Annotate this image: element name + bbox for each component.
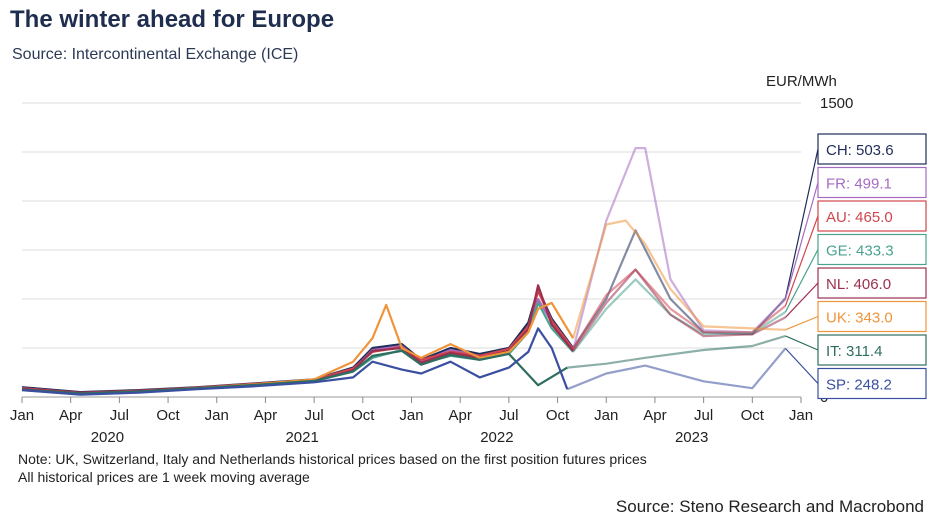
- x-tick-label: Oct: [546, 407, 570, 424]
- value-label-box: [817, 334, 927, 366]
- series-history-line-sp: [21, 327, 569, 396]
- note-line-2: All historical prices are 1 week moving …: [18, 469, 310, 485]
- x-year-label: 2020: [91, 429, 124, 446]
- value-label-sp: SP: 248.2: [826, 377, 892, 394]
- value-label-box: [817, 233, 927, 266]
- value-label-ge: GE: 433.3: [826, 243, 894, 260]
- x-tick-label: Jan: [594, 407, 618, 424]
- series-history-line-ch: [21, 288, 574, 394]
- series-history-line-au: [21, 290, 574, 394]
- y-axis-unit-label: EUR/MWh: [766, 73, 837, 90]
- value-label-box: [817, 133, 927, 165]
- label-leader-line: [784, 347, 819, 384]
- y-tick-label: 1500: [820, 95, 853, 112]
- x-tick-label: Jul: [110, 407, 129, 424]
- x-tick-label: Jan: [205, 407, 229, 424]
- value-label-it: IT: 311.4: [826, 343, 882, 360]
- value-label-box: [817, 367, 927, 400]
- label-leader-line: [785, 335, 819, 351]
- x-tick-label: Apr: [59, 407, 82, 424]
- label-leader-line: [784, 282, 819, 318]
- x-tick-label: Apr: [254, 407, 277, 424]
- series-history-line-nl: [21, 284, 574, 394]
- series-history-line-it: [21, 349, 568, 395]
- x-tick-label: Jul: [694, 407, 713, 424]
- x-tick-label: Jul: [499, 407, 518, 424]
- x-tick-label: Apr: [643, 407, 666, 424]
- value-label-uk: UK: 343.0: [826, 310, 893, 327]
- value-label-nl: NL: 406.0: [826, 276, 891, 293]
- x-axis: Jan Apr Jul Oct Jan Apr Jul Oct Jan Apr Jul Oct Jan A…: [10, 397, 813, 446]
- y-axis: EUR/MWh 01500: [766, 73, 853, 406]
- value-label-box: [817, 166, 927, 199]
- value-label-box: [817, 200, 927, 232]
- series-forecast-line-it: [567, 334, 786, 369]
- series-forecast-line-nl: [572, 268, 786, 352]
- x-tick-label: Jul: [305, 407, 324, 424]
- x-tick-label: Oct: [156, 407, 180, 424]
- value-label-au: AU: 465.0: [826, 209, 893, 226]
- x-tick-label: Oct: [351, 407, 375, 424]
- series-history-line-fr: [21, 297, 574, 395]
- x-tick-label: Apr: [449, 407, 472, 424]
- label-leader-line: [784, 182, 819, 300]
- x-tick-label: Jan: [789, 407, 813, 424]
- chart-subtitle: Source: Intercontinental Exchange (ICE): [12, 46, 299, 63]
- x-tick-label: Jan: [399, 407, 423, 424]
- series-value-labels: CH: 503.6 FR: 499.1 AU: 465.0 GE: 433.3 NL: …: [784, 133, 927, 400]
- label-leader-line: [784, 249, 819, 313]
- series-lines: [21, 147, 787, 396]
- label-leader-line: [785, 315, 819, 331]
- source-credit: Source: Steno Research and Macrobond: [615, 497, 924, 516]
- x-tick-label: Oct: [741, 407, 765, 424]
- value-label-ch: CH: 503.6: [826, 142, 894, 159]
- series-forecast-line-sp: [566, 347, 787, 391]
- label-leader-line: [784, 148, 819, 299]
- x-year-label: 2022: [480, 429, 513, 446]
- x-year-label: 2021: [285, 429, 318, 446]
- x-year-label: 2023: [675, 429, 708, 446]
- label-leader-line: [784, 215, 819, 307]
- value-label-box: [817, 267, 927, 299]
- value-label-box: [817, 300, 927, 333]
- x-tick-label: Jan: [10, 407, 34, 424]
- series-forecast-line-uk: [572, 219, 786, 339]
- chart-title: The winter ahead for Europe: [10, 6, 335, 33]
- value-label-fr: FR: 499.1: [826, 176, 892, 193]
- note-line-1: Note: UK, Switzerland, Italy and Netherl…: [18, 451, 647, 467]
